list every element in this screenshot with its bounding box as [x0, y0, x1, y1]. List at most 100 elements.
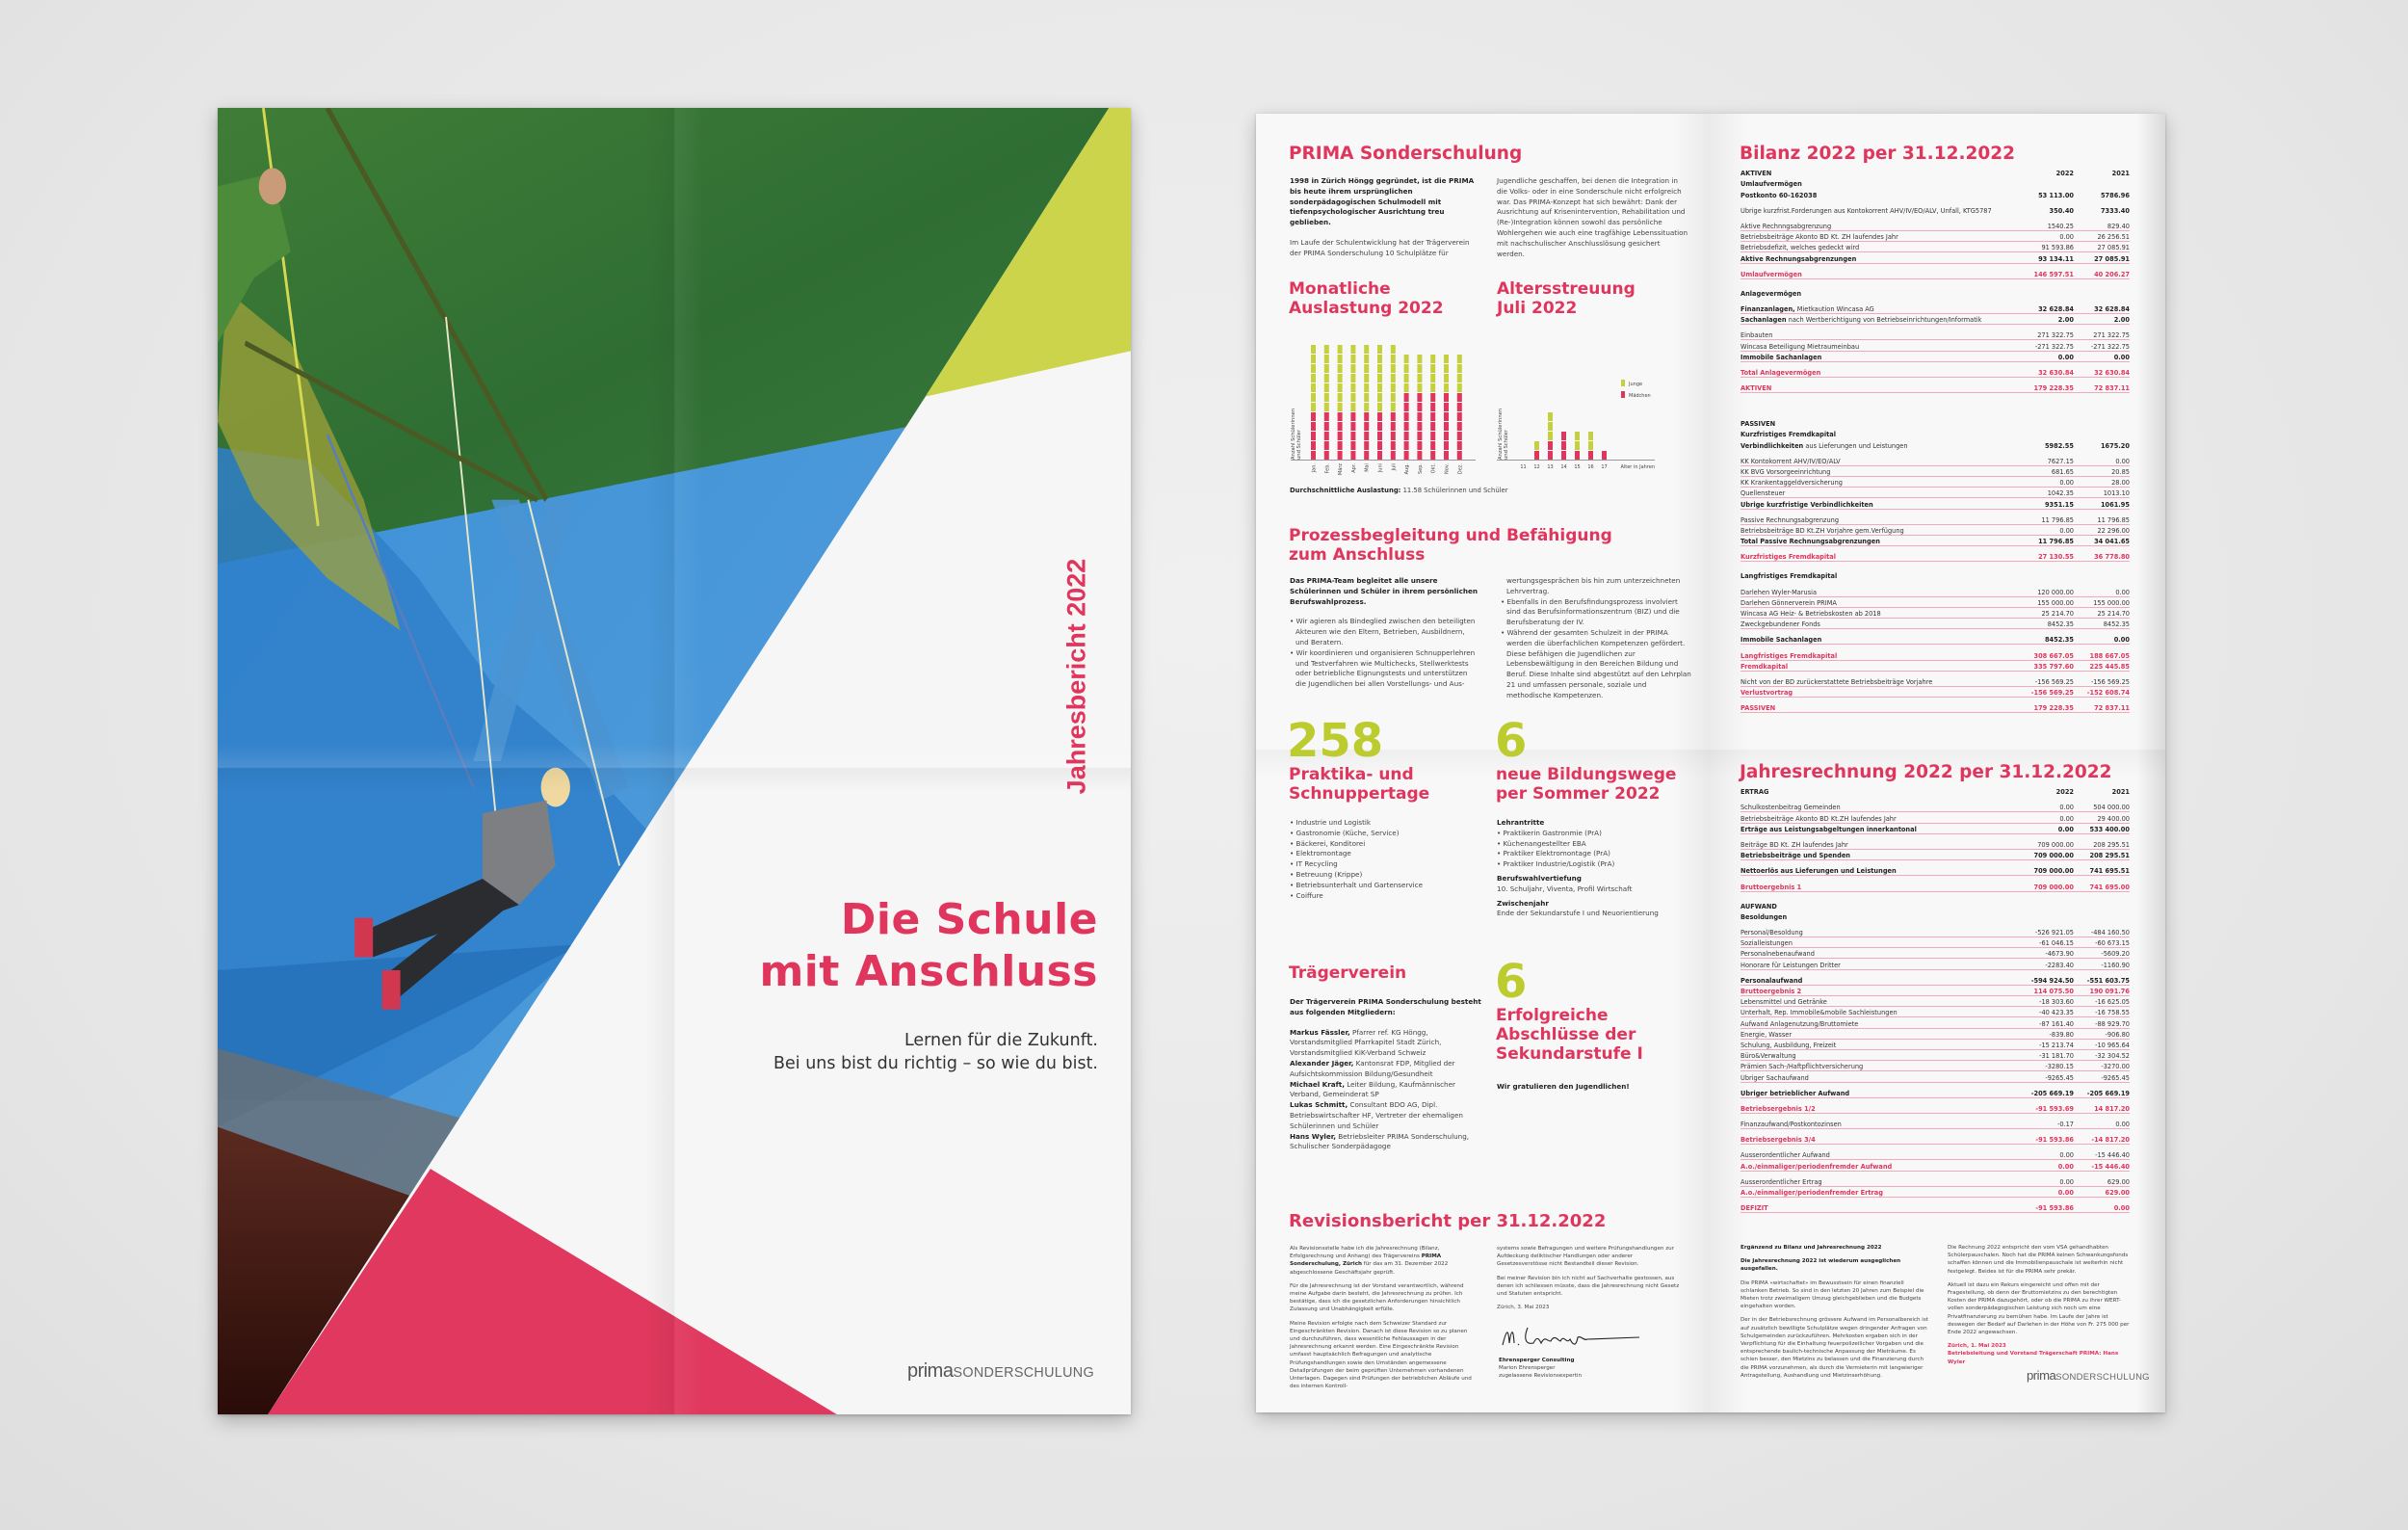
value-2021: 0.00 — [2115, 457, 2130, 465]
group-heading: Lehrantritte — [1497, 818, 1545, 827]
row-label: Aufwand Anlagenutzung/Bruttomiete — [1741, 1019, 1859, 1028]
bar-segment-mädchen — [1403, 393, 1409, 402]
value-2021: 5786.96 — [2100, 191, 2130, 199]
table-row: Bruttoergebnis 2 114 075.50 190 091.76 — [1741, 986, 2130, 996]
bullet-item: Wir agieren als Bindeglied zwischen den … — [1290, 617, 1478, 647]
bilanz-passiven-table: PASSIVEN Kurzfristiges Fremdkapital Verbin… — [1741, 418, 2130, 714]
value-2022: 0.00 — [2059, 814, 2074, 823]
title-line: Juli 2022 — [1497, 299, 1578, 318]
table-row: Umlaufvermögen — [1741, 178, 2130, 189]
x-tick-label: Juni — [1378, 463, 1384, 473]
bar-segment-junge — [1588, 432, 1593, 440]
bar-segment-mädchen — [1311, 451, 1316, 460]
value-2021: -271 322.75 — [2090, 342, 2130, 351]
cover-vertical-title: Jahresbericht 2022 — [1061, 558, 1091, 795]
process-bullets: Wir agieren als Bindeglied zwischen den … — [1290, 617, 1478, 690]
bar-segment-junge — [1430, 355, 1436, 363]
row-label: KK Krankentaggeldversicherung — [1741, 479, 1843, 488]
value-2021: 741 695.00 — [2089, 883, 2130, 891]
revision-paragraph: Als Revisionsstelle habe ich die Jahresr… — [1290, 1245, 1478, 1277]
row-label: Prämien Sach-/Haftpflichtversicherung — [1741, 1063, 1864, 1071]
list-item: Küchenangestellter EBA — [1497, 839, 1689, 850]
value-2022: -271 322.75 — [2034, 342, 2074, 351]
value-2021: 0.00 — [2115, 1121, 2130, 1129]
bar-segment-junge — [1364, 364, 1370, 373]
value-2022: 7627.15 — [2047, 457, 2074, 465]
x-tick-label: 11 — [1520, 464, 1526, 470]
value-2022: 8452.35 — [2047, 620, 2074, 629]
value-2022: -156 569.25 — [2034, 677, 2074, 686]
traegerverein-intro: Der Trägerverein PRIMA Sonderschulung be… — [1290, 997, 1481, 1016]
title-line: Prozessbegleitung und Befähigung — [1289, 526, 1612, 545]
row-label: ERTRAG — [1741, 788, 1769, 797]
title-line: Monatliche — [1289, 279, 1391, 299]
value-2022: -91 593.69 — [2035, 1104, 2074, 1113]
row-label: Fremdkapital — [1741, 662, 1789, 671]
bar-segment-mädchen — [1337, 412, 1343, 421]
bar-segment-mädchen — [1390, 441, 1396, 450]
value-2022: -3280.15 — [2045, 1063, 2074, 1071]
row-label: AKTIVEN — [1741, 170, 1772, 178]
value-2021: 629.00 — [2105, 1189, 2130, 1197]
bullet-item: Wir koordinieren und organisieren Schnup… — [1290, 648, 1478, 690]
bar-segment-junge — [1323, 374, 1329, 382]
row-label: Beiträge BD Kt. ZH laufendes Jahr — [1741, 840, 1848, 849]
bar-segment-mädchen — [1323, 441, 1329, 450]
value-2022: 53 113.00 — [2038, 191, 2074, 199]
row-label-text: aus Lieferungen und Leistungen — [1803, 441, 1908, 450]
table-row: Schulung, Ausbildung, Freizeit -15 213.74… — [1741, 1040, 2130, 1050]
bar-segment-junge — [1350, 403, 1356, 411]
bar-segment-mädchen — [1390, 412, 1396, 421]
row-label: Einbauten — [1741, 331, 1773, 340]
intro-col2: Jugendliche geschaffen, bei denen die In… — [1497, 176, 1689, 269]
logo-part: SONDERSCHULUNG — [2055, 1372, 2150, 1383]
bar-segment-junge — [1311, 355, 1316, 363]
table-row: Prämien Sach-/Haftpflichtversicherung -32… — [1741, 1061, 2130, 1072]
value-2021: 27 085.91 — [2097, 244, 2130, 252]
table-row: Betriebsbeiträge Akonto BD Kt.ZH laufend… — [1741, 812, 2130, 824]
value-2021: 225 445.85 — [2089, 662, 2130, 671]
value-2021: -16 625.05 — [2095, 998, 2130, 1007]
brochure-inner-spread — [1256, 114, 2165, 1412]
table-row: Besoldungen — [1741, 911, 2130, 922]
value-2022: 93 134.11 — [2038, 254, 2074, 263]
table-row: Anlagevermögen — [1741, 288, 2130, 299]
bar-segment-junge — [1377, 383, 1382, 392]
row-label: Sozialleistungen — [1741, 939, 1793, 948]
bar-segment-junge — [1377, 345, 1382, 354]
value-2021: 72 837.11 — [2094, 384, 2130, 393]
bar-segment-mädchen — [1403, 451, 1409, 460]
title-line: Schnuppertage — [1289, 784, 1430, 804]
table-row: Übriger betrieblicher Aufwand -205 669.19… — [1741, 1088, 2130, 1098]
row-label: PASSIVEN — [1741, 704, 1776, 713]
table-row: AUFWAND — [1741, 901, 2130, 911]
bar-segment-mädchen — [1444, 393, 1449, 402]
row-label: Total Anlagevermögen — [1741, 369, 1821, 377]
row-label: Betriebsbeiträge Akonto BD Kt.ZH laufend… — [1741, 814, 1897, 823]
bar-segment-junge — [1403, 383, 1409, 392]
list-item: Industrie und Logistik — [1290, 818, 1473, 829]
value-2021: 72 837.11 — [2094, 704, 2130, 713]
table-row: Total Passive Rechnungsabgrenzungen 11 79… — [1741, 536, 2130, 547]
row-label: Betriebsbeiträge und Spenden — [1741, 852, 1850, 860]
list-item: Praktiker Industrie/Logistik (PrA) — [1497, 859, 1689, 870]
table-row: Ausserordentlicher Aufwand 0.00 -15 446.40 — [1741, 1149, 2130, 1161]
process-col2: wertungsgesprächen bis hin zum unterzeic… — [1501, 576, 1693, 701]
bar-segment-junge — [1456, 374, 1462, 382]
table-row: Passive Rechnungsabgrenzung 11 796.85 11 7… — [1741, 514, 2130, 525]
value-2022: 5982.55 — [2044, 441, 2074, 450]
value-2021: 1675.20 — [2100, 441, 2130, 450]
monthly-occupancy-chart: Anzahl Schülerinnenund Schüler Jan. Feb. Mä… — [1291, 345, 1476, 475]
bar-segment-mädchen — [1444, 403, 1449, 411]
stat-title-abschluesse: Erfolgreiche Abschlüsse der Sekundarstufe … — [1496, 1006, 1643, 1064]
stat-number-abschluesse: 6 — [1495, 955, 1528, 1009]
bar-segment-mädchen — [1456, 393, 1462, 402]
value-2021: 29 400.00 — [2097, 814, 2130, 823]
caption-value: 11.58 Schülerinnen und Schüler — [1400, 487, 1508, 494]
bar-segment-mädchen — [1444, 432, 1449, 440]
table-row: Aktive Rechnungsabgrenzungen 93 134.11 27 … — [1741, 252, 2130, 264]
bar-segment-mädchen — [1337, 422, 1343, 431]
age-distribution-chart: Anzahl Schülerinnenund Schüler 11 12 13 14 15… — [1497, 380, 1655, 470]
bar-segment-mädchen — [1350, 432, 1356, 440]
table-row: Betriebsdefizit, welches gedeckt wird 91 … — [1741, 242, 2130, 253]
